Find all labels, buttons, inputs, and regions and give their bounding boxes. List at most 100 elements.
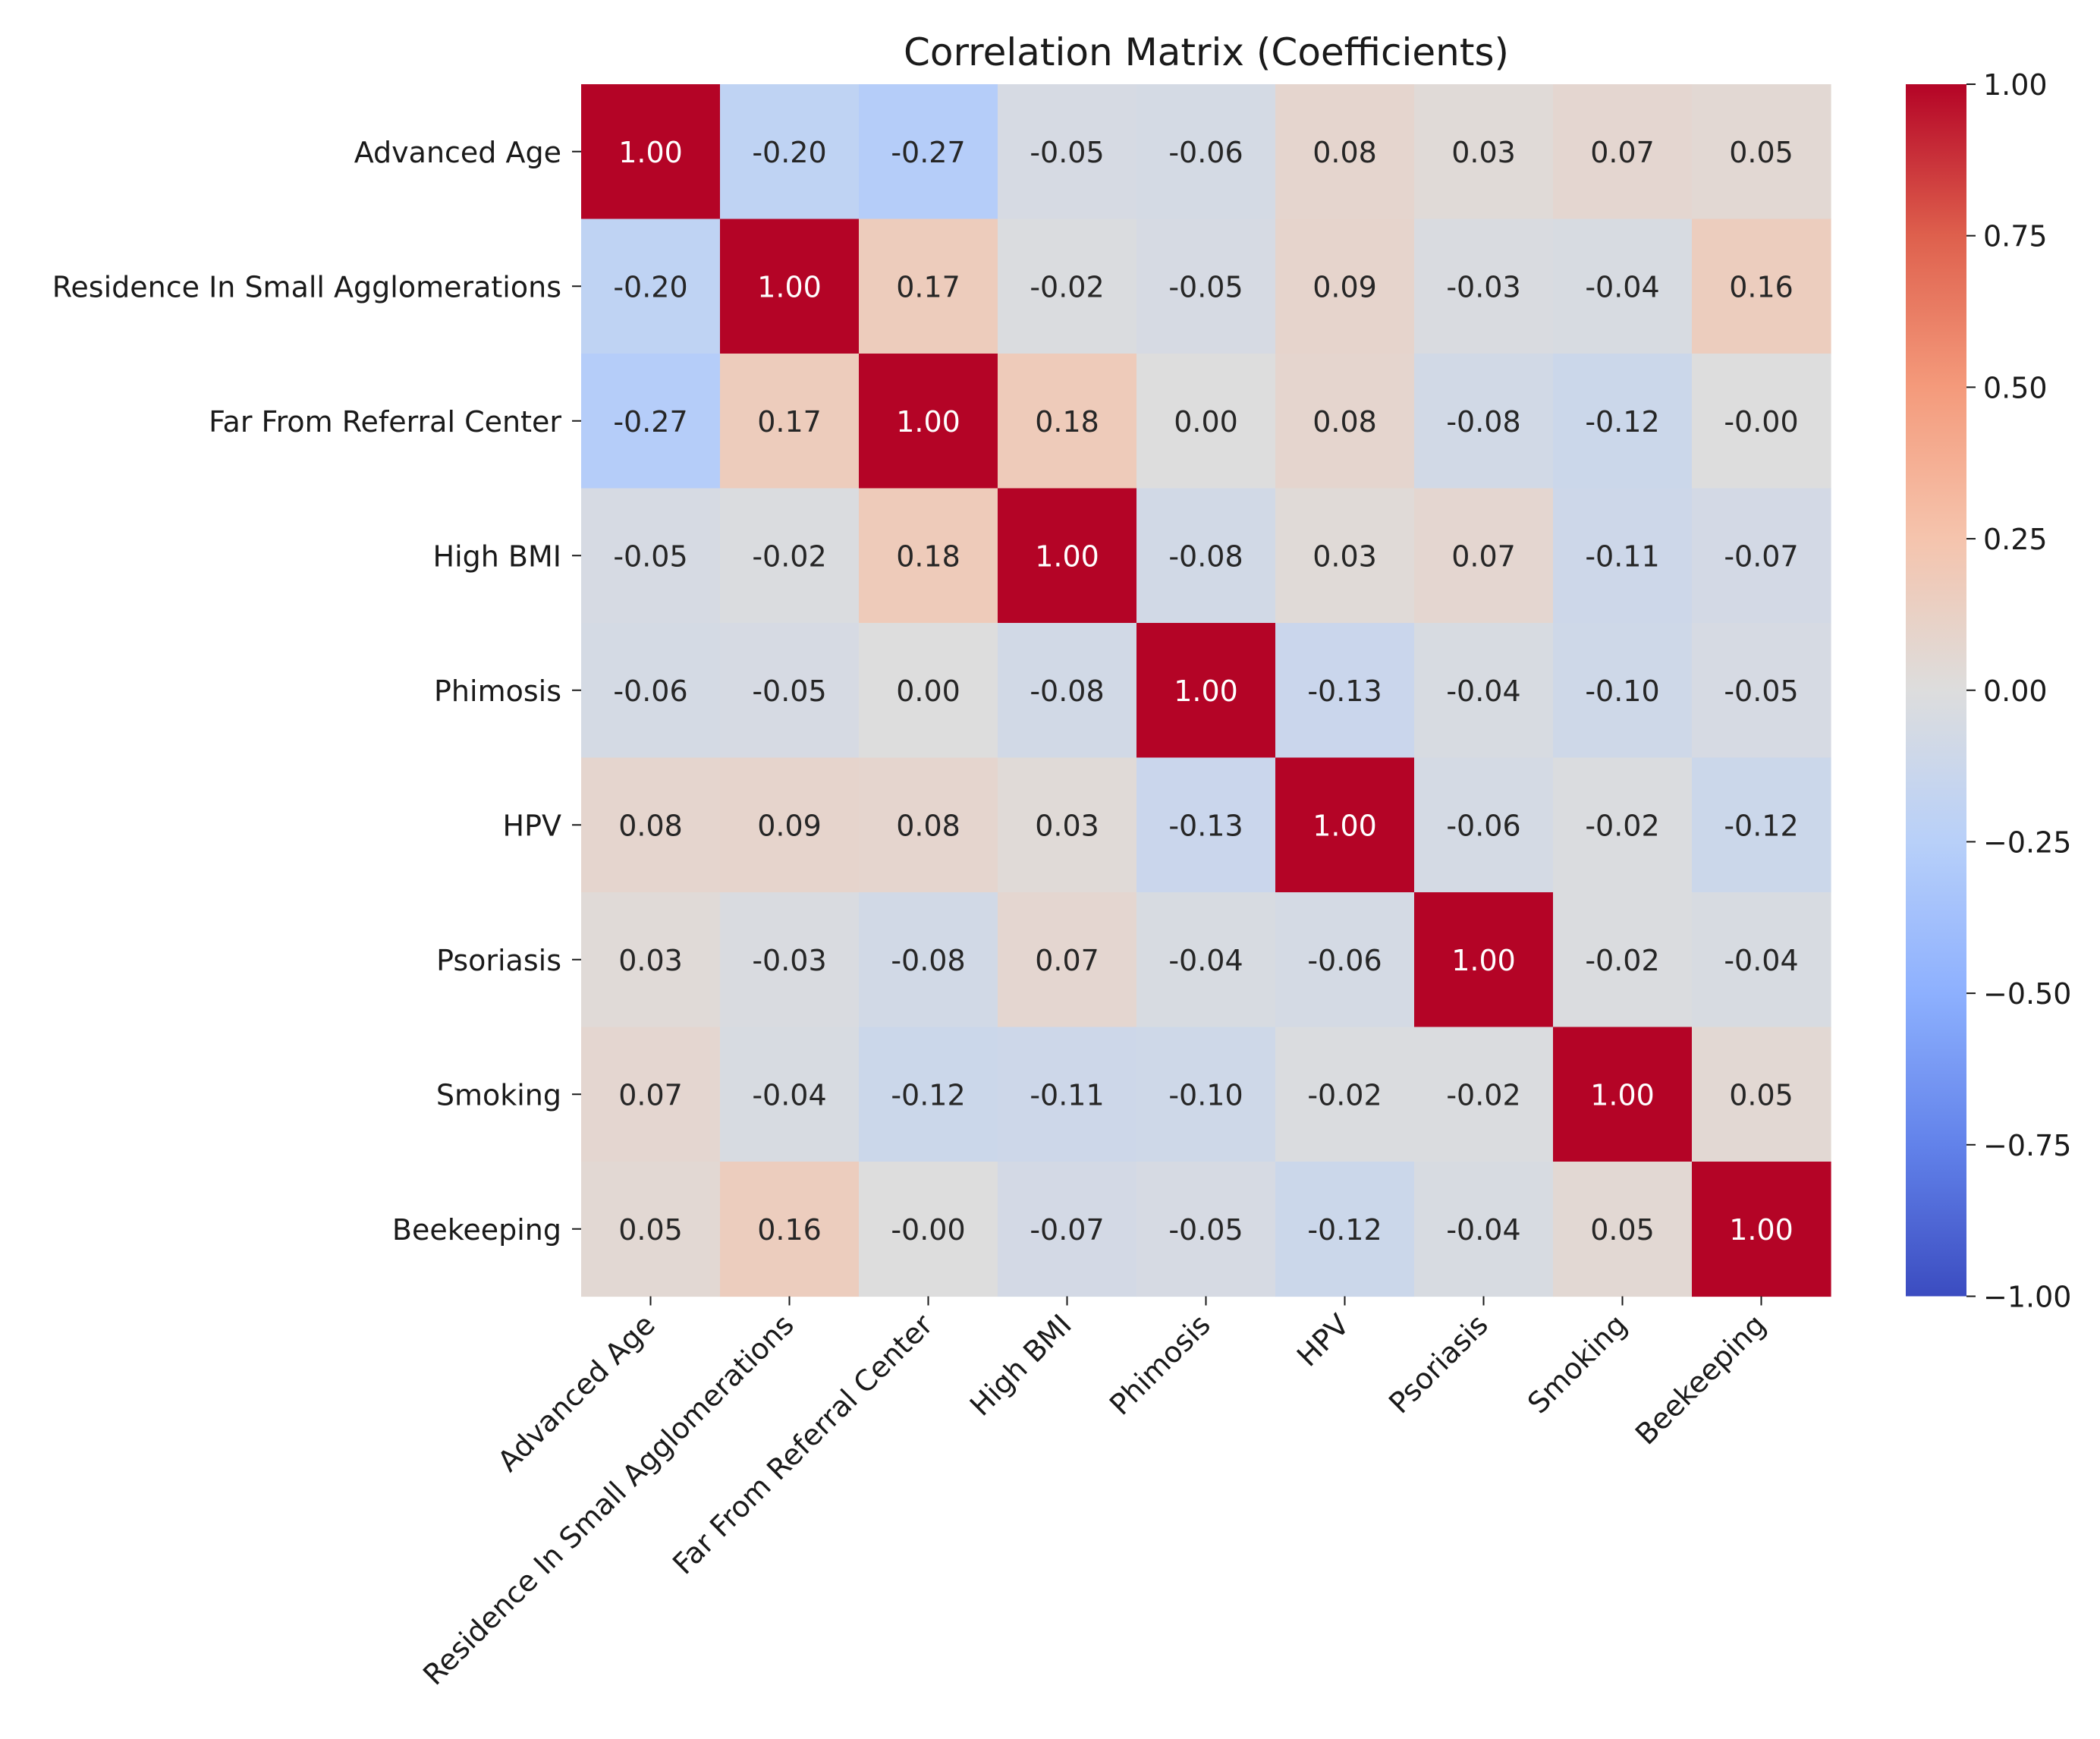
heatmap-cell [1553,488,1693,624]
cell-value-label: -0.05 [1030,136,1104,169]
heatmap-cell [1692,84,1831,220]
cell-value-label: 0.18 [896,539,960,573]
cell-value-label: -0.04 [1724,944,1798,977]
cell-value-label: 0.09 [757,809,822,842]
heatmap-cell [1414,84,1554,220]
heatmap-cell [859,892,998,1028]
cell-value-label: -0.04 [1168,944,1243,977]
heatmap-cell [1414,219,1554,354]
cell-value-label: -0.10 [1168,1078,1243,1112]
cell-value-label: 0.16 [1729,270,1793,303]
y-tick-label: Phimosis [434,675,561,708]
heatmap-cell [1414,1162,1554,1297]
heatmap-cell [859,84,998,220]
heatmap-cell [1136,488,1276,624]
colorbar: 1.00 0.75 0.50 0.25 0.00 −0.25 −0.50 −0.75 −1.00 [1906,68,2071,1314]
cell-value-label: 0.08 [1312,405,1377,439]
cell-value-label: -0.03 [752,944,826,977]
cell-value-label: 1.00 [757,270,822,303]
cell-value-label: 0.07 [1590,136,1655,169]
heatmap-cell [859,488,998,624]
cell-value-label: 0.07 [618,1078,683,1112]
heatmap-cell [1136,354,1276,489]
cell-value-label: -0.06 [1307,944,1382,977]
cell-value-label: 0.09 [1312,270,1377,303]
cell-value-label: 0.08 [896,809,960,842]
heatmap-cell [1553,892,1693,1028]
cell-value-label: -0.07 [1030,1213,1104,1247]
cell-value-label: 0.18 [1035,405,1099,439]
cell-value-label: -0.08 [891,944,965,977]
cell-value-label: -0.04 [1585,270,1659,303]
heatmap-cell [1136,892,1276,1028]
heatmap-cell [998,1162,1137,1297]
cell-value-label: 1.00 [1451,944,1516,977]
heatmap-cell [1692,892,1831,1028]
colorbar-tick-label: 0.00 [1983,675,2048,708]
x-tick-label: Smoking [1521,1308,1633,1420]
cell-value-label: -0.05 [752,675,826,708]
cell-value-label: -0.12 [1724,809,1798,842]
cell-value-label: -0.27 [891,136,965,169]
heatmap-cell [1275,354,1415,489]
cell-value-label: 1.00 [1035,539,1099,573]
x-tick-label: High BMI [964,1308,1078,1423]
heatmap-cell [1692,1027,1831,1162]
x-tick-label: Phimosis [1103,1308,1217,1422]
heatmap-cell [859,757,998,893]
heatmap-cell [1136,219,1276,354]
y-tick-label: Far From Referral Center [209,405,561,439]
colorbar-tick-label: −0.75 [1983,1129,2071,1162]
heatmap-cell [1553,623,1693,759]
cell-value-label: 0.05 [1590,1213,1655,1247]
heatmap-cell [1553,1162,1693,1297]
cell-value-label: -0.04 [752,1078,826,1112]
heatmap-cell [1275,757,1415,893]
cell-value-label: -0.12 [1585,405,1659,439]
cell-value-label: 0.03 [1035,809,1099,842]
heatmap-cell [1275,1027,1415,1162]
cell-value-label: -0.02 [752,539,826,573]
x-tick-label: Psoriasis [1382,1308,1495,1420]
heatmap-cell [998,1027,1137,1162]
cell-value-label: 0.05 [1729,136,1793,169]
cell-value-label: 0.00 [896,675,960,708]
cell-value-label: 1.00 [1312,809,1377,842]
cell-value-label: -0.02 [1446,1078,1520,1112]
cell-value-label: -0.02 [1030,270,1104,303]
cell-value-label: 1.00 [1729,1213,1793,1247]
heatmap-cell [720,1027,860,1162]
cell-value-label: 0.05 [618,1213,683,1247]
heatmap-cell [1692,354,1831,489]
cell-value-label: -0.12 [891,1078,965,1112]
heatmap-cell [1692,623,1831,759]
heatmap-cell [720,623,860,759]
heatmap-cell [720,219,860,354]
cell-value-label: -0.05 [1168,1213,1243,1247]
heatmap-cell [1414,892,1554,1028]
heatmap-cell [1553,84,1693,220]
heatmap-cell [1553,757,1693,893]
heatmap-cell [720,757,860,893]
cell-value-label: 0.03 [618,944,683,977]
heatmap-cell [859,219,998,354]
cell-value-label: -0.10 [1585,675,1659,708]
heatmap-cell [581,757,721,893]
heatmap-cell [1553,219,1693,354]
x-tick-label: HPV [1290,1308,1356,1373]
colorbar-tick-label: −1.00 [1983,1281,2071,1314]
cell-value-label: 0.08 [618,809,683,842]
heatmap-cell [581,1162,721,1297]
cell-value-label: -0.27 [613,405,687,439]
heatmap-cell [1553,354,1693,489]
heatmap-cell [1275,892,1415,1028]
heatmap-cell [998,757,1137,893]
x-tick-label: Far From Referral Center [666,1307,939,1580]
colorbar-gradient [1906,84,1966,1297]
colorbar-tick-label: 0.75 [1983,220,2048,253]
heatmap-cell [720,1162,860,1297]
heatmap-cell [1136,623,1276,759]
heatmap-cell [859,1162,998,1297]
